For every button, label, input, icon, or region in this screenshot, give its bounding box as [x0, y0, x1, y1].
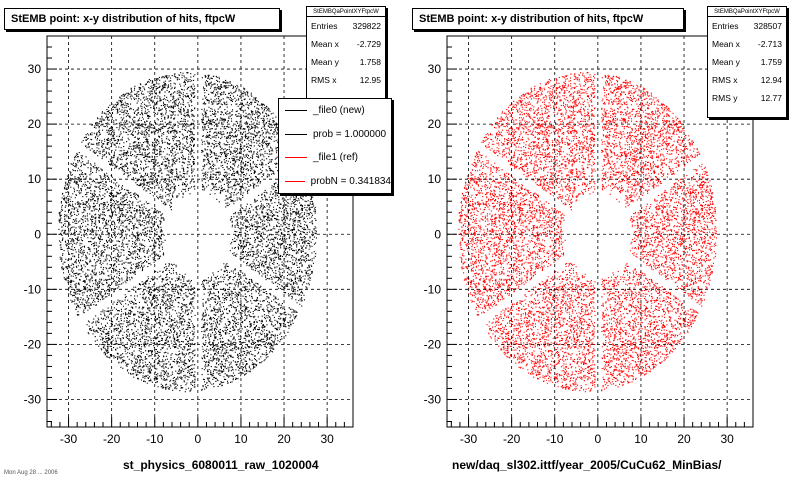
right-x-axis-title: new/daq_sl302.ittf/year_2005/CuCu62_MinB… [452, 458, 722, 472]
right-stats-box: StEMBQaPointXYFtpcW Entries 328507 Mean … [707, 6, 787, 118]
right-hit-cloud [458, 72, 717, 393]
legend-swatch-probn [285, 180, 305, 182]
left-stats-rms-x: RMS x 12.95 [307, 71, 385, 89]
right-stats-mean-x: Mean x -2.713 [708, 35, 786, 53]
legend-label-file1: _file1 (ref) [313, 152, 359, 164]
right-plot-title: StEMB point: x-y distribution of hits, f… [412, 8, 684, 30]
left-stats-entries-value: 329822 [352, 21, 381, 31]
left-stats-mean-y-value: 1.758 [359, 57, 381, 67]
right-y-tick-label: 30 [428, 62, 442, 76]
left-stats-mean-x: Mean x -2.729 [307, 35, 385, 53]
left-y-tick-label: -30 [24, 392, 42, 406]
left-y-tick-label: 30 [28, 62, 42, 76]
right-stats-mean-x-label: Mean x [712, 39, 740, 49]
right-stats-rms-y-label: RMS y [712, 93, 738, 103]
page-footer: Mon Aug 28 ... 2006 [4, 470, 58, 476]
left-y-tick-label: 20 [28, 117, 42, 131]
left-stats-rms-x-label: RMS x [311, 75, 337, 85]
right-stats-rms-x-label: RMS x [712, 75, 738, 85]
right-stats-rms-x: RMS x 12.94 [708, 71, 786, 89]
right-x-tick-label: 30 [720, 432, 734, 446]
right-stats-entries-value: 328507 [753, 21, 782, 31]
left-stats-mean-y-label: Mean y [311, 57, 339, 67]
right-x-tick-label: -10 [546, 432, 564, 446]
legend-entry: probN = 0.341834 [279, 170, 391, 194]
right-scatter-plot: -30 -20 -10 0 10 20 30 -30 -20 -10 0 10 20 30 [424, 35, 754, 446]
left-x-tick-label: -30 [60, 432, 78, 446]
left-x-tick-label: -20 [103, 432, 121, 446]
legend-swatch-file1 [285, 157, 307, 159]
left-x-tick-label: 30 [320, 432, 334, 446]
left-stats-mean-x-label: Mean x [311, 39, 339, 49]
legend-label-prob: prob = 1.000000 [313, 128, 387, 140]
right-stats-mean-y-label: Mean y [712, 57, 740, 67]
left-x-axis-title: st_physics_6080011_raw_1020004 [123, 458, 319, 472]
right-stats-rms-x-value: 12.94 [760, 75, 782, 85]
left-stats-mean-y: Mean y 1.758 [307, 53, 385, 71]
left-y-tick-label: 10 [28, 172, 42, 186]
left-stats-rms-x-value: 12.95 [359, 75, 381, 85]
left-x-tick-label: 0 [195, 432, 202, 446]
right-y-tick-label: 20 [428, 117, 442, 131]
right-stats-entries-label: Entries [712, 21, 739, 31]
left-stats-entries-label: Entries [311, 21, 338, 31]
legend-entry: prob = 1.000000 [279, 123, 391, 147]
right-y-tick-label: -30 [424, 392, 442, 406]
left-x-tick-label: -10 [146, 432, 164, 446]
left-y-tick-label: 0 [34, 227, 41, 241]
right-x-tick-label: 0 [595, 432, 602, 446]
left-scatter-plot: -30 -20 -10 0 10 20 30 -30 -20 -10 0 10 20 30 [24, 35, 354, 446]
right-x-tick-label: -20 [503, 432, 521, 446]
left-hit-cloud [58, 72, 318, 393]
legend-swatch-prob [285, 133, 307, 135]
right-stats-mean-x-value: -2.713 [757, 39, 782, 49]
right-stats-name: StEMBQaPointXYFtpcW [708, 7, 786, 17]
legend-entry: _file1 (ref) [279, 146, 391, 170]
right-x-tick-label: 10 [634, 432, 648, 446]
right-y-tick-label: -20 [424, 337, 442, 351]
right-y-tick-label: 0 [434, 227, 441, 241]
right-stats-mean-y: Mean y 1.759 [708, 53, 786, 71]
left-x-tick-label: 20 [277, 432, 291, 446]
left-x-tick-label: 10 [234, 432, 248, 446]
right-x-tick-label: -30 [460, 432, 478, 446]
right-plot-frame [446, 35, 754, 428]
right-stats-mean-y-value: 1.759 [760, 57, 782, 67]
left-plot-title: StEMB point: x-y distribution of hits, f… [4, 8, 280, 30]
legend-label-probn: probN = 0.341834 [310, 175, 391, 187]
left-stats-box: StEMBQaPointXYFtpcW Entries 329822 Mean … [306, 6, 386, 100]
legend-label-file0: _file0 (new) [313, 105, 365, 117]
legend: _file0 (new) prob = 1.000000 _file1 (ref… [278, 98, 392, 194]
left-y-tick-label: -20 [24, 337, 42, 351]
left-stats-entries: Entries 329822 [307, 17, 385, 35]
left-y-tick-label: -10 [24, 282, 42, 296]
right-stats-rms-y: RMS y 12.77 [708, 89, 786, 107]
right-stats-rms-y-value: 12.77 [760, 93, 782, 103]
legend-swatch-file0 [285, 110, 307, 112]
left-hit-points [58, 72, 318, 393]
left-plot-frame [46, 35, 354, 428]
right-y-tick-label: 10 [428, 172, 442, 186]
legend-entry: _file0 (new) [279, 99, 391, 123]
left-stats-mean-x-value: -2.729 [356, 39, 381, 49]
right-stats-entries: Entries 328507 [708, 17, 786, 35]
left-stats-name: StEMBQaPointXYFtpcW [307, 7, 385, 17]
right-x-tick-label: 20 [677, 432, 691, 446]
right-hit-points [458, 72, 717, 393]
right-y-tick-label: -10 [424, 282, 442, 296]
